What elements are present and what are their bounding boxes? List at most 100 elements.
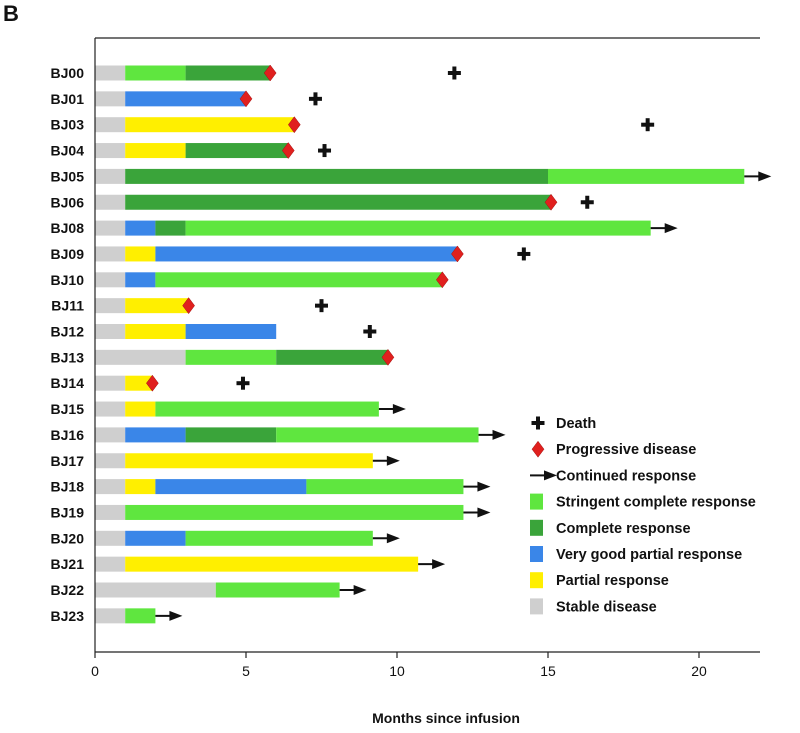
- continued-arrow-bj19: [463, 507, 491, 518]
- legend-item-partial: Partial response: [530, 572, 669, 589]
- bar-segment-bj12-partial: [125, 324, 186, 339]
- bar-segment-bj05-stable: [95, 168, 126, 184]
- continued-arrow-bj20: [372, 533, 400, 544]
- continued-arrow-bj21: [418, 559, 446, 570]
- bar-segment-bj15-scr: [155, 401, 379, 417]
- progressive-marker-bj04: [281, 142, 295, 159]
- bar-segment-bj10-scr: [155, 272, 443, 288]
- bar-segment-bj12-vgpr: [185, 324, 277, 339]
- bar-segment-bj01-stable: [95, 91, 126, 107]
- patient-label-bj10: BJ10: [51, 272, 85, 288]
- patient-label-bj03: BJ03: [51, 117, 85, 133]
- bar-segment-bj17-stable: [95, 453, 126, 469]
- bar-segment-bj11-partial: [125, 298, 189, 314]
- patient-label-bj12: BJ12: [51, 324, 85, 340]
- bar-segment-bj11-stable: [95, 298, 126, 314]
- patient-label-bj23: BJ23: [51, 608, 85, 624]
- bar-segment-bj00-scr: [125, 65, 186, 81]
- patient-label-bj01: BJ01: [51, 91, 85, 107]
- patient-label-bj18: BJ18: [51, 479, 85, 495]
- bar-segment-bj00-stable: [95, 65, 126, 81]
- bar-segment-bj22-scr: [215, 582, 340, 598]
- progressive-marker-bj06: [544, 193, 558, 211]
- patient-label-bj19: BJ19: [51, 504, 85, 520]
- legend-continued-icon: [530, 470, 557, 481]
- bar-segment-bj18-stable: [95, 479, 126, 495]
- bar-segment-bj06-cr: [125, 194, 552, 210]
- bar-segment-bj16-scr: [276, 427, 479, 443]
- bar-segment-bj20-stable: [95, 530, 126, 546]
- patient-label-bj08: BJ08: [51, 220, 85, 236]
- patient-label-bj20: BJ20: [51, 530, 85, 546]
- legend-item-progressive: Progressive disease: [531, 440, 696, 458]
- patient-label-bj14: BJ14: [51, 375, 85, 391]
- patient-label-bj04: BJ04: [51, 143, 85, 159]
- continued-arrow-bj16: [478, 429, 506, 440]
- progressive-marker-bj00: [263, 64, 277, 82]
- bar-segment-bj23-stable: [95, 608, 126, 624]
- x-tick-label-15: 15: [540, 663, 556, 679]
- progressive-marker-bj11: [182, 297, 195, 315]
- bar-segment-bj08-vgpr: [125, 220, 156, 236]
- bar-segment-bj21-partial: [125, 556, 419, 572]
- bar-segment-bj18-vgpr: [155, 479, 307, 495]
- continued-arrow-bj05: [744, 171, 772, 182]
- bar-segment-bj08-cr: [155, 220, 186, 236]
- bar-segment-bj10-stable: [95, 272, 126, 288]
- progressive-marker-bj09: [451, 245, 464, 263]
- continued-arrow-bj08: [650, 223, 678, 234]
- x-tick-label-5: 5: [242, 663, 250, 679]
- bar-segment-bj13-scr: [185, 349, 277, 365]
- patient-label-bj15: BJ15: [51, 401, 85, 417]
- bar-segment-bj21-stable: [95, 556, 126, 572]
- patient-label-bj22: BJ22: [51, 582, 85, 598]
- bar-segment-bj10-vgpr: [125, 272, 156, 288]
- progressive-marker-bj10: [435, 271, 449, 289]
- patient-label-bj13: BJ13: [51, 349, 85, 365]
- bar-segment-bj15-stable: [95, 401, 126, 417]
- bar-segment-bj13-stable: [95, 349, 186, 365]
- bar-segment-bj04-cr: [185, 143, 289, 159]
- bar-segment-bj14-partial: [125, 375, 153, 391]
- bar-segment-bj04-partial: [125, 143, 186, 159]
- bar-segment-bj08-stable: [95, 220, 126, 236]
- bar-segment-bj20-vgpr: [125, 530, 186, 546]
- progressive-marker-bj14: [146, 374, 159, 392]
- bar-segment-bj13-cr: [276, 349, 388, 365]
- bar-segment-bj15-partial: [125, 401, 156, 417]
- bar-segment-bj03-stable: [95, 117, 126, 133]
- death-marker-bj01: [308, 92, 322, 106]
- bar-segment-bj05-cr: [125, 168, 548, 184]
- legend-swatch-scr: [530, 493, 543, 510]
- legend-item-continued: Continued response: [530, 468, 696, 484]
- progressive-marker-bj13: [381, 348, 395, 366]
- continued-arrow-bj15: [378, 404, 406, 415]
- bar-segment-bj14-stable: [95, 375, 126, 391]
- bar-segment-bj03-partial: [125, 117, 295, 133]
- legend-label-partial: Partial response: [556, 573, 669, 589]
- bar-segment-bj22-stable: [95, 582, 216, 598]
- legend-swatch-cr: [530, 519, 543, 536]
- patient-label-bj16: BJ16: [51, 427, 85, 443]
- legend-progressive-icon: [531, 440, 545, 458]
- legend-item-death: Death: [531, 416, 596, 432]
- legend-death-icon: [531, 416, 545, 430]
- patient-label-bj00: BJ00: [51, 65, 85, 81]
- patient-label-bj06: BJ06: [51, 194, 85, 210]
- death-marker-bj11: [315, 299, 328, 313]
- patient-label-bj17: BJ17: [51, 453, 85, 469]
- bar-segment-bj09-stable: [95, 246, 126, 262]
- panel-label: B: [3, 1, 19, 26]
- bar-segment-bj16-stable: [95, 427, 126, 443]
- bar-segment-bj17-partial: [125, 453, 373, 469]
- death-marker-bj12: [363, 325, 377, 338]
- legend-swatch-stable: [530, 598, 543, 615]
- continued-arrow-bj17: [372, 455, 400, 466]
- bar-segment-bj19-stable: [95, 504, 126, 520]
- death-marker-bj06: [580, 195, 594, 209]
- continued-arrow-bj23: [155, 610, 183, 621]
- x-tick-label-20: 20: [691, 663, 707, 679]
- legend-swatch-partial: [530, 572, 543, 589]
- legend-label-death: Death: [556, 416, 596, 432]
